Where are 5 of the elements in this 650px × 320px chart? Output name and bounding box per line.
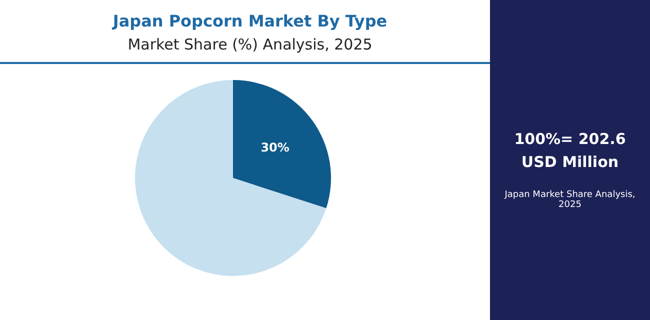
text: Japan Market Share Analysis, 2025 [503, 190, 636, 210]
data-label: 30% [260, 140, 290, 154]
chart-subtitle: Market Share (%) Analysis, 2025 [128, 36, 372, 54]
text: 100%= 202.6 USD Million [513, 129, 627, 173]
chart-title: Japan Popcorn Market By Type [112, 12, 388, 30]
